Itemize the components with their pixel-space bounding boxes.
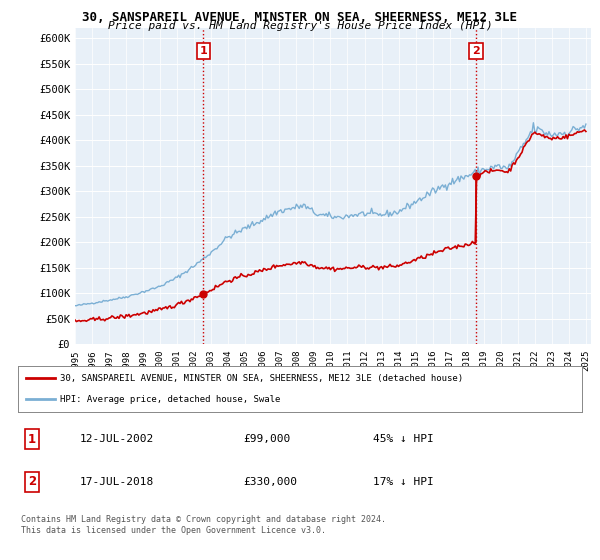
- Text: 45% ↓ HPI: 45% ↓ HPI: [373, 434, 434, 444]
- Text: 1: 1: [199, 46, 207, 56]
- Text: 1: 1: [28, 432, 36, 446]
- Text: 12-JUL-2002: 12-JUL-2002: [80, 434, 154, 444]
- Text: £99,000: £99,000: [244, 434, 291, 444]
- Text: 17% ↓ HPI: 17% ↓ HPI: [373, 477, 434, 487]
- Text: 30, SANSPAREIL AVENUE, MINSTER ON SEA, SHEERNESS, ME12 3LE (detached house): 30, SANSPAREIL AVENUE, MINSTER ON SEA, S…: [60, 374, 463, 382]
- Text: Price paid vs. HM Land Registry's House Price Index (HPI): Price paid vs. HM Land Registry's House …: [107, 21, 493, 31]
- Text: 17-JUL-2018: 17-JUL-2018: [80, 477, 154, 487]
- Text: 2: 2: [28, 475, 36, 488]
- Text: 30, SANSPAREIL AVENUE, MINSTER ON SEA, SHEERNESS, ME12 3LE: 30, SANSPAREIL AVENUE, MINSTER ON SEA, S…: [83, 11, 517, 24]
- Text: 2: 2: [472, 46, 480, 56]
- Text: HPI: Average price, detached house, Swale: HPI: Average price, detached house, Swal…: [60, 395, 281, 404]
- Text: Contains HM Land Registry data © Crown copyright and database right 2024.
This d: Contains HM Land Registry data © Crown c…: [21, 515, 386, 535]
- Text: £330,000: £330,000: [244, 477, 298, 487]
